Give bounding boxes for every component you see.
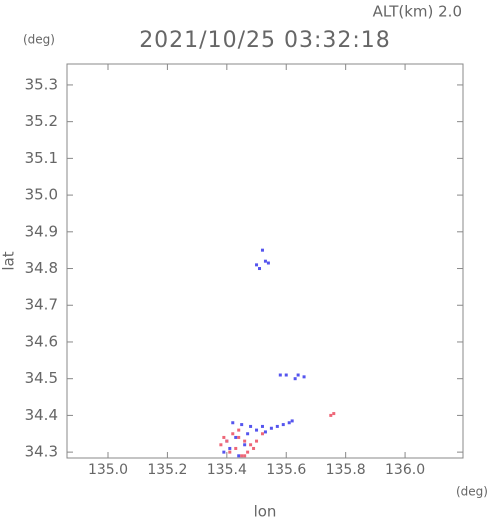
point [258,267,262,271]
y-tick-label: 34.5 [25,369,58,387]
y-tick-label: 34.4 [25,406,58,424]
point [255,263,259,267]
point [332,412,336,416]
point [269,426,273,430]
alt-label: ALT(km) 2.0 [373,3,462,21]
point [302,375,306,379]
y-axis-label: lat [0,251,18,270]
point [231,421,235,425]
point [234,446,238,450]
point [260,432,264,436]
point [231,432,235,436]
point [219,443,223,447]
point [266,261,270,265]
point [287,421,291,425]
y-tick-label: 34.9 [25,222,58,240]
point [225,439,229,443]
y-tick-label: 35.1 [25,149,58,167]
point [228,446,232,450]
point [237,454,241,458]
point [234,435,238,439]
point [249,443,253,447]
point [260,424,264,428]
plot-frame [66,63,464,459]
x-tick-label: 135.2 [147,462,187,478]
point [240,454,244,458]
point [293,377,297,381]
point [243,439,247,443]
x-tick-label: 136.0 [385,462,425,478]
y-unit: (deg) [23,33,55,47]
y-tick-label: 34.6 [25,332,58,350]
point [263,259,267,263]
x-axis-label: lon [254,503,277,521]
point [263,430,267,434]
y-tick-label: 34.8 [25,259,58,277]
point [240,423,244,427]
point [228,450,232,454]
point [246,450,250,454]
point [329,413,333,417]
point [243,454,247,458]
y-tick-label: 35.3 [25,75,58,93]
x-tick-label: 135.8 [326,462,366,478]
point [284,373,288,377]
x-tick-label: 135.4 [207,462,247,478]
point [252,446,256,450]
point [275,424,279,428]
point [255,439,259,443]
y-tick-label: 35.2 [25,112,58,130]
y-tick-label: 34.3 [25,443,58,461]
point [296,373,300,377]
point [222,450,226,454]
point [255,428,259,432]
point [278,373,282,377]
point [260,248,264,252]
point [246,432,250,436]
point [222,435,226,439]
x-tick-label: 135.0 [88,462,128,478]
point [237,428,241,432]
y-tick-label: 34.7 [25,296,58,314]
x-unit: (deg) [456,485,488,499]
x-tick-label: 135.6 [266,462,306,478]
y-tick-label: 35.0 [25,186,58,204]
point [290,419,294,423]
chart-title: 2021/10/25 03:32:18 [139,28,391,53]
point [281,423,285,427]
point [249,424,253,428]
point [237,435,241,439]
point [243,443,247,447]
